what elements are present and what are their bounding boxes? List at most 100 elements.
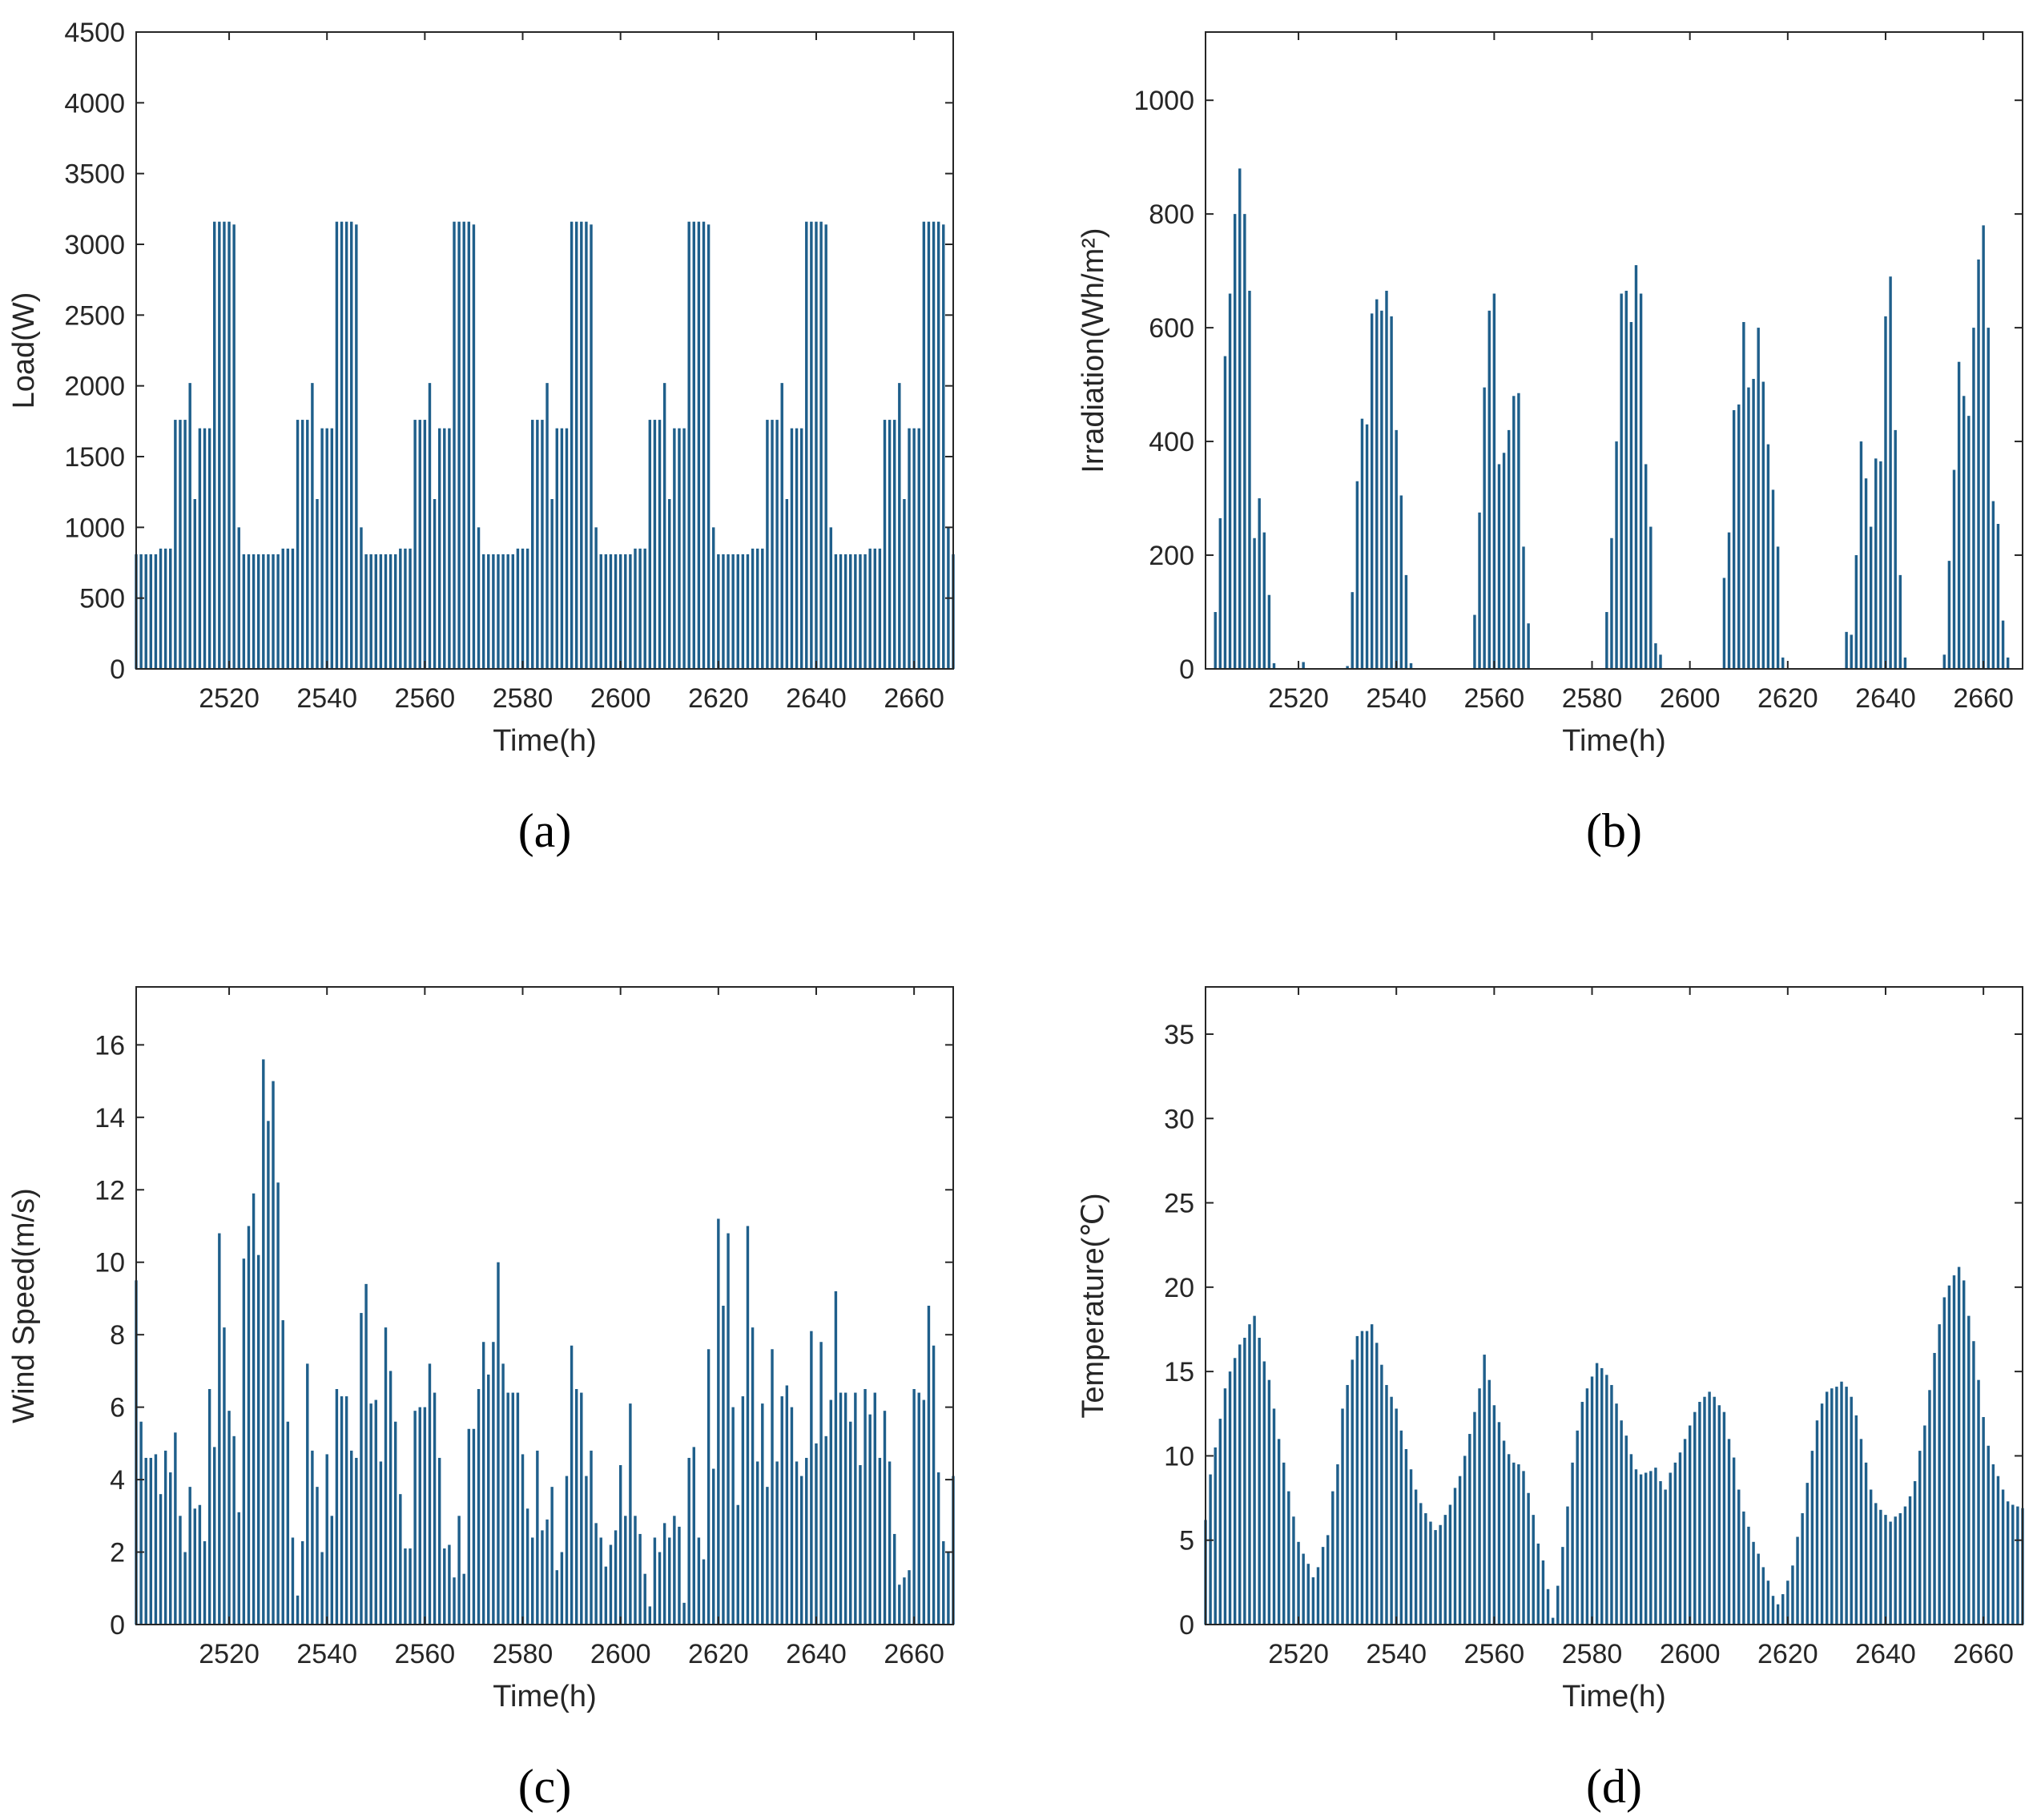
y-tick-label: 14	[95, 1103, 125, 1133]
bar	[516, 548, 520, 669]
bar	[1634, 1469, 1638, 1625]
bar	[360, 527, 363, 669]
bar	[457, 1516, 461, 1625]
bar	[780, 383, 783, 669]
bar	[1551, 1617, 1555, 1625]
bar	[541, 420, 544, 669]
bar	[878, 1457, 882, 1625]
bar	[1399, 1430, 1403, 1625]
bar	[1639, 293, 1643, 669]
x-tick-label: 2660	[884, 683, 944, 714]
bar	[1434, 1530, 1437, 1625]
bar	[1805, 1483, 1809, 1625]
bar	[247, 554, 251, 669]
bar	[1487, 310, 1491, 669]
bar	[1972, 328, 1975, 669]
y-tick-label: 500	[79, 584, 125, 614]
bar	[437, 428, 441, 669]
bar	[467, 1428, 471, 1625]
bar	[727, 1233, 730, 1625]
bar	[1644, 464, 1648, 669]
bar	[1761, 1567, 1765, 1625]
bar	[1717, 1405, 1721, 1625]
bar	[580, 221, 583, 670]
bar	[531, 1537, 534, 1625]
bar	[883, 420, 887, 669]
bar	[1898, 1513, 1902, 1625]
bar	[1850, 634, 1853, 669]
bar	[286, 548, 290, 669]
bar	[1752, 378, 1755, 669]
bar	[560, 428, 564, 669]
bar	[1987, 328, 1990, 669]
bar	[859, 1465, 862, 1625]
bar	[1742, 322, 1745, 669]
bar	[609, 1544, 613, 1625]
bar	[1282, 1462, 1286, 1625]
bar	[648, 1606, 652, 1625]
bar	[643, 1573, 646, 1625]
bar	[574, 221, 578, 670]
bar	[174, 420, 177, 669]
bar	[839, 554, 843, 669]
bar	[399, 548, 402, 669]
bar	[1390, 1396, 1393, 1625]
bar	[340, 1396, 344, 1625]
bar	[580, 1392, 583, 1625]
bar	[1395, 1408, 1398, 1625]
y-tick-label: 10	[1164, 1441, 1194, 1472]
bar	[1346, 666, 1349, 669]
bar	[893, 420, 896, 669]
bar	[188, 383, 191, 669]
bar	[369, 1403, 372, 1625]
x-tick-label: 2520	[1268, 683, 1329, 714]
bar	[1894, 1516, 1897, 1625]
bar	[712, 1468, 715, 1625]
bar	[717, 1218, 720, 1625]
bar	[912, 1389, 916, 1625]
bar	[1610, 538, 1613, 669]
bar	[1277, 1439, 1281, 1625]
bar	[1546, 1588, 1550, 1625]
x-tick-label: 2660	[1953, 1639, 2014, 1669]
bar	[467, 221, 471, 670]
bar	[477, 527, 481, 669]
bar	[252, 554, 256, 669]
bar	[908, 428, 911, 669]
bar	[306, 1363, 309, 1625]
bar	[653, 420, 657, 669]
x-tick-label: 2640	[786, 1639, 847, 1669]
bar	[1654, 643, 1657, 669]
bar	[751, 548, 755, 669]
bar	[272, 554, 275, 669]
bar	[1620, 293, 1623, 669]
bar	[849, 1421, 852, 1625]
bar	[1732, 1457, 1736, 1625]
bar	[355, 224, 358, 669]
bar	[766, 1487, 769, 1625]
bar	[942, 224, 945, 669]
bar	[843, 1392, 847, 1625]
bar	[1972, 1341, 1975, 1625]
x-axis-title: Time(h)	[493, 724, 596, 758]
bar	[1938, 1324, 1941, 1625]
y-tick-label: 12	[95, 1175, 125, 1206]
bar	[1624, 1435, 1628, 1625]
bar	[1864, 1462, 1868, 1625]
bar	[492, 554, 495, 669]
bar	[1238, 1344, 1242, 1625]
bar	[873, 548, 876, 669]
bar	[179, 1516, 182, 1625]
bar	[1443, 1515, 1447, 1625]
bar	[1766, 1580, 1770, 1625]
y-tick-label: 25	[1164, 1189, 1194, 1219]
bar	[1649, 1471, 1653, 1625]
bar	[1884, 316, 1887, 669]
x-tick-label: 2560	[395, 1639, 456, 1669]
bar	[423, 420, 427, 669]
bar	[1218, 1419, 1222, 1625]
bar	[775, 420, 779, 669]
bar	[722, 1306, 725, 1625]
bar	[453, 221, 456, 670]
bar	[1483, 1355, 1486, 1625]
